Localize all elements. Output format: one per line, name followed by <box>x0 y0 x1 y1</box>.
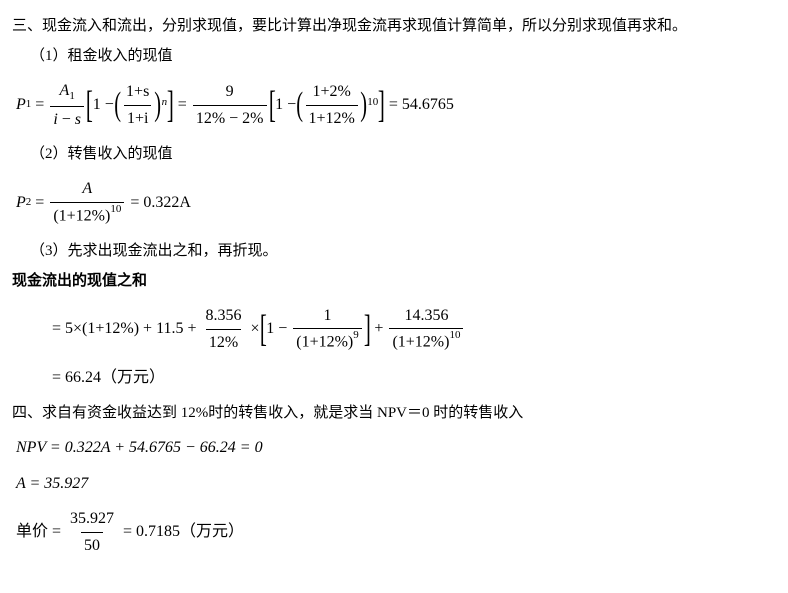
lbracket-icon: [ <box>86 86 93 124</box>
price-frac: 35.927 50 <box>67 506 117 558</box>
of-f3-den-base: (1+12%) <box>392 334 449 351</box>
p2-num: A <box>79 176 95 202</box>
of-one: 1 − <box>266 316 287 342</box>
lbracket2-icon: [ <box>268 86 275 124</box>
part1-label: （1）租金收入的现值 <box>12 44 776 68</box>
rbracket2-icon: ] <box>378 86 385 124</box>
npv-eq: NPV = 0.322A + 54.6765 − 66.24 = 0 <box>16 435 263 461</box>
formula-outflow-2: = 66.24（万元） <box>12 365 776 391</box>
price-result: = 0.7185（万元） <box>123 519 244 545</box>
eq-a: A = 35.927 <box>12 471 776 497</box>
rparen2-icon: ) <box>360 88 367 122</box>
rparen-icon: ) <box>155 88 162 122</box>
section3-title: 三、现金流入和流出，分别求现值，要比计算出净现金流再求现值计算简单，所以分别求现… <box>12 14 776 38</box>
eq-npv: NPV = 0.322A + 54.6765 − 66.24 = 0 <box>12 435 776 461</box>
of-rbracket-icon: ] <box>364 310 371 348</box>
of-frac1: 8.356 12% <box>203 303 245 355</box>
of-f2-den-base: (1+12%) <box>296 334 353 351</box>
p1-s: s <box>75 111 81 128</box>
p1-inner2frac: 1+2% 1+12% <box>306 79 358 131</box>
p2-result: = 0.322A <box>130 190 191 216</box>
of-f1-num: 8.356 <box>203 303 245 329</box>
eq-price: 单价 = 35.927 50 = 0.7185（万元） <box>12 506 776 558</box>
of-frac2: 1 (1+12%)9 <box>293 303 362 356</box>
p1-mid-den: 12% − 2% <box>193 105 267 132</box>
p1-midfrac: 9 12% − 2% <box>193 79 267 131</box>
of-t2: × <box>251 316 260 342</box>
p2-frac: A (1+12%)10 <box>50 176 124 229</box>
rbracket-icon: ] <box>167 86 174 124</box>
p2-den-exp: 10 <box>110 203 121 215</box>
part2-label: （2）转售收入的现值 <box>12 142 776 166</box>
price-label: 单价 = <box>16 519 61 545</box>
p1-lhs-sub: 1 <box>26 96 32 114</box>
a-eq: A = 35.927 <box>16 471 88 497</box>
formula-outflow-1: = 5×(1+12%) + 11.5 + 8.356 12% × [ 1 − 1… <box>12 303 776 356</box>
of-lbracket-icon: [ <box>259 310 266 348</box>
p2-lhs: P <box>16 190 26 216</box>
p1-mid-num: 9 <box>223 79 237 105</box>
formula-p1: P1 = A1 i − s [ 1 − ( 1+s 1+i )n ] = 9 1… <box>12 78 776 132</box>
of-f3-num: 14.356 <box>401 303 451 329</box>
price-num: 35.927 <box>67 506 117 532</box>
of-t3: + <box>374 316 383 342</box>
section4-title: 四、求自有资金收益达到 12%时的转售收入，就是求当 NPV＝0 时的转售收入 <box>12 401 776 425</box>
of-f3-den-exp: 10 <box>449 329 460 341</box>
of-f2-num: 1 <box>320 303 334 329</box>
p1-minus: − <box>58 111 75 128</box>
of-f2-den-exp: 9 <box>353 329 359 341</box>
p2-den-base: (1+12%) <box>53 207 110 224</box>
part3-heading: 现金流出的现值之和 <box>12 269 776 293</box>
p1-i2-num: 1+2% <box>310 79 354 105</box>
formula-p2: P2 = A (1+12%)10 = 0.322A <box>12 176 776 229</box>
of-frac3: 14.356 (1+12%)10 <box>389 303 463 356</box>
part3-label: （3）先求出现金流出之和，再折现。 <box>12 239 776 263</box>
p1-lhs: P <box>16 92 26 118</box>
p1-i2-den: 1+12% <box>306 105 358 132</box>
p1-A: A <box>60 82 70 99</box>
lparen2-icon: ( <box>296 88 303 122</box>
lparen-icon: ( <box>114 88 121 122</box>
p2-lhs-sub: 2 <box>26 194 32 212</box>
p1-result: = 54.6765 <box>389 92 454 118</box>
of-f1-den: 12% <box>206 329 241 356</box>
p1-i2-exp: 10 <box>367 94 378 112</box>
p1-frac1: A1 i − s <box>50 78 84 132</box>
p1-inner-num: 1+s <box>123 79 152 105</box>
of-t1: = 5×(1+12%) + 11.5 + <box>52 316 197 342</box>
p1-innerfrac: 1+s 1+i <box>123 79 152 131</box>
of-line2: = 66.24（万元） <box>52 365 165 391</box>
price-den: 50 <box>81 532 103 559</box>
p1-A-sub: 1 <box>69 90 75 102</box>
p1-inner-den: 1+i <box>124 105 151 132</box>
